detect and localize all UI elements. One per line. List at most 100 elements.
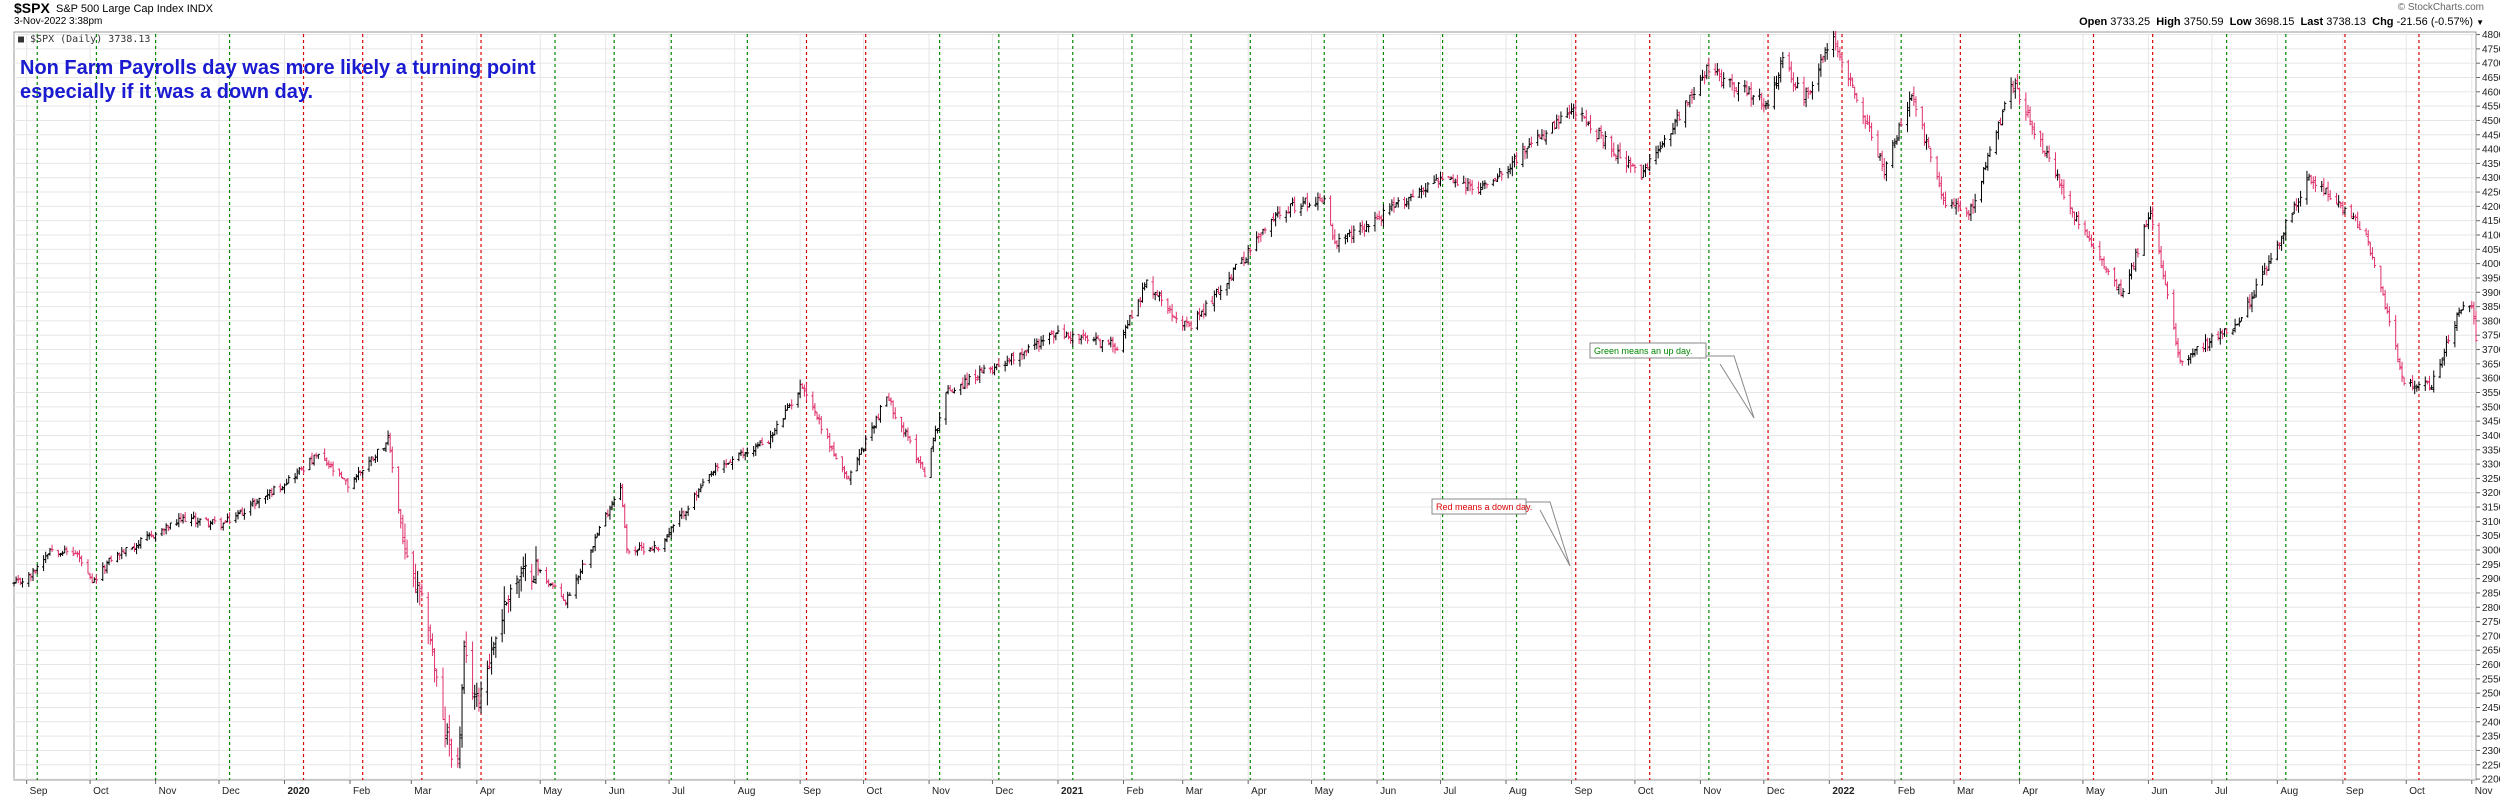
ohlc-bar-up <box>2146 212 2151 230</box>
ohlc-bar-down <box>1848 73 1853 87</box>
ohlc-bar-down <box>33 569 37 574</box>
ohlc-bar-up <box>168 522 172 530</box>
ohlc-bar-down <box>388 432 392 453</box>
ohlc-bar-down <box>75 551 79 558</box>
ohlc-bar-down <box>1610 135 1614 158</box>
ohlc-bar-up <box>236 510 240 520</box>
ohlc-bar-up <box>1757 88 1762 101</box>
ohlc-bar-down <box>1187 321 1191 328</box>
chg-label: Chg <box>2372 16 2394 28</box>
ohlc-bar-up <box>1924 134 1929 150</box>
ohlc-bar-down <box>2277 242 2282 250</box>
ohlc-bar-up <box>1766 99 1770 109</box>
ohlc-bar-up <box>2218 328 2222 345</box>
ohlc-bar-up <box>2298 190 2303 207</box>
ohlc-bar-down <box>1601 134 1605 149</box>
ohlc-bar-up <box>618 482 623 501</box>
ohlc-bar-up <box>27 572 31 587</box>
ohlc-bar-down <box>1717 68 1722 82</box>
y-tick-label: 2400 <box>2482 717 2500 728</box>
ohlc-bar-up <box>737 452 741 462</box>
x-tick-label: Oct <box>93 786 109 797</box>
ohlc-bar-up <box>1009 353 1014 366</box>
ohlc-bar-down <box>443 706 447 748</box>
ohlc-bar-down <box>1614 154 1618 161</box>
ohlc-bar-up <box>2444 335 2449 357</box>
ohlc-bar-up <box>1559 111 1563 124</box>
annotation-line-2: especially if it was a down day. <box>20 81 313 103</box>
ohlc-bar-up <box>1364 220 1369 233</box>
ohlc-bar-up <box>944 392 948 425</box>
x-tick-label: May <box>2086 786 2105 797</box>
ohlc-bar-down <box>921 461 925 470</box>
ohlc-bar-up <box>2415 384 2419 392</box>
y-tick-label: 2750 <box>2482 617 2500 628</box>
ohlc-bar-down <box>811 391 815 411</box>
y-tick-label: 4100 <box>2482 231 2500 242</box>
ohlc-bar-up <box>1200 310 1204 317</box>
ohlc-bar-down <box>132 542 137 552</box>
ohlc-bar-down <box>1677 111 1681 121</box>
ohlc-bar-up <box>859 447 864 455</box>
ohlc-bar-down <box>1331 223 1335 241</box>
ohlc-bar-down <box>1248 247 1252 256</box>
ohlc-bar-down <box>2157 222 2161 255</box>
ohlc-bar-up <box>263 495 268 504</box>
ohlc-bar-down <box>56 549 60 558</box>
ohlc-bar-up <box>1736 82 1741 102</box>
ohlc-bar-down <box>2400 361 2404 383</box>
ohlc-bar-down <box>1912 86 1916 107</box>
x-tick-label: Dec <box>222 786 240 797</box>
ohlc-bar-up <box>517 579 521 598</box>
ohlc-bar-down <box>1861 97 1865 125</box>
ohlc-bar-down <box>1732 82 1736 98</box>
ohlc-bar-up <box>1498 167 1502 178</box>
ohlc-bar-down <box>310 452 314 465</box>
ohlc-bar-up <box>1094 332 1098 346</box>
ohlc-bar-up <box>1810 81 1815 100</box>
ohlc-bar-down <box>1085 335 1090 344</box>
ohlc-bar-down <box>1037 338 1041 352</box>
ohlc-bar-up <box>272 485 276 495</box>
ohlc-bar-up <box>574 574 578 599</box>
y-tick-label: 3850 <box>2482 302 2500 313</box>
ohlc-bar-up <box>134 543 139 555</box>
ohlc-bar-up <box>2222 328 2227 337</box>
ohlc-bar-down <box>1713 63 1717 76</box>
ohlc-bar-down <box>346 478 350 493</box>
ohlc-bar-up <box>1825 43 1829 60</box>
ohlc-bar-up <box>1673 118 1677 135</box>
ohlc-bar-up <box>1255 231 1259 252</box>
ohlc-bar-up <box>667 527 671 538</box>
ohlc-bar-up <box>153 532 158 542</box>
ohlc-bar-down <box>716 463 720 472</box>
ohlc-bar-up <box>938 412 942 431</box>
ohlc-bar-down <box>1943 191 1948 209</box>
ohlc-bar-down <box>1529 136 1533 148</box>
ohlc-bar-down <box>2248 294 2252 310</box>
ohlc-bar-down <box>1899 118 1903 127</box>
y-tick-label: 3250 <box>2482 474 2500 485</box>
ohlc-bar-up <box>1121 329 1126 353</box>
ohlc-bar-down <box>1377 210 1381 221</box>
ohlc-bar-up <box>1145 279 1149 289</box>
ohlc-bar-down <box>411 550 416 588</box>
ohlc-bar-up <box>1367 224 1371 233</box>
ohlc-bar-up <box>864 435 868 452</box>
ohlc-bar-up <box>758 440 762 447</box>
ohlc-bar-up <box>1910 94 1914 102</box>
chg-arrow-icon: ▼ <box>2476 18 2484 27</box>
ohlc-bar-up <box>699 483 703 493</box>
ohlc-bar-up <box>1698 74 1703 97</box>
ohlc-bar-down <box>477 687 481 712</box>
y-tick-label: 3500 <box>2482 402 2500 413</box>
ohlc-bar-down <box>1197 308 1202 321</box>
y-tick-label: 2450 <box>2482 703 2500 714</box>
ohlc-bar-up <box>1299 203 1303 217</box>
ohlc-bar-up <box>1891 140 1895 169</box>
ohlc-bar-down <box>830 445 834 451</box>
ohlc-bar-up <box>1616 144 1620 164</box>
ohlc-bar-up <box>1823 47 1827 62</box>
ohlc-bar-down <box>1379 215 1383 226</box>
green-callout: Green means an up day. <box>1589 342 1755 419</box>
